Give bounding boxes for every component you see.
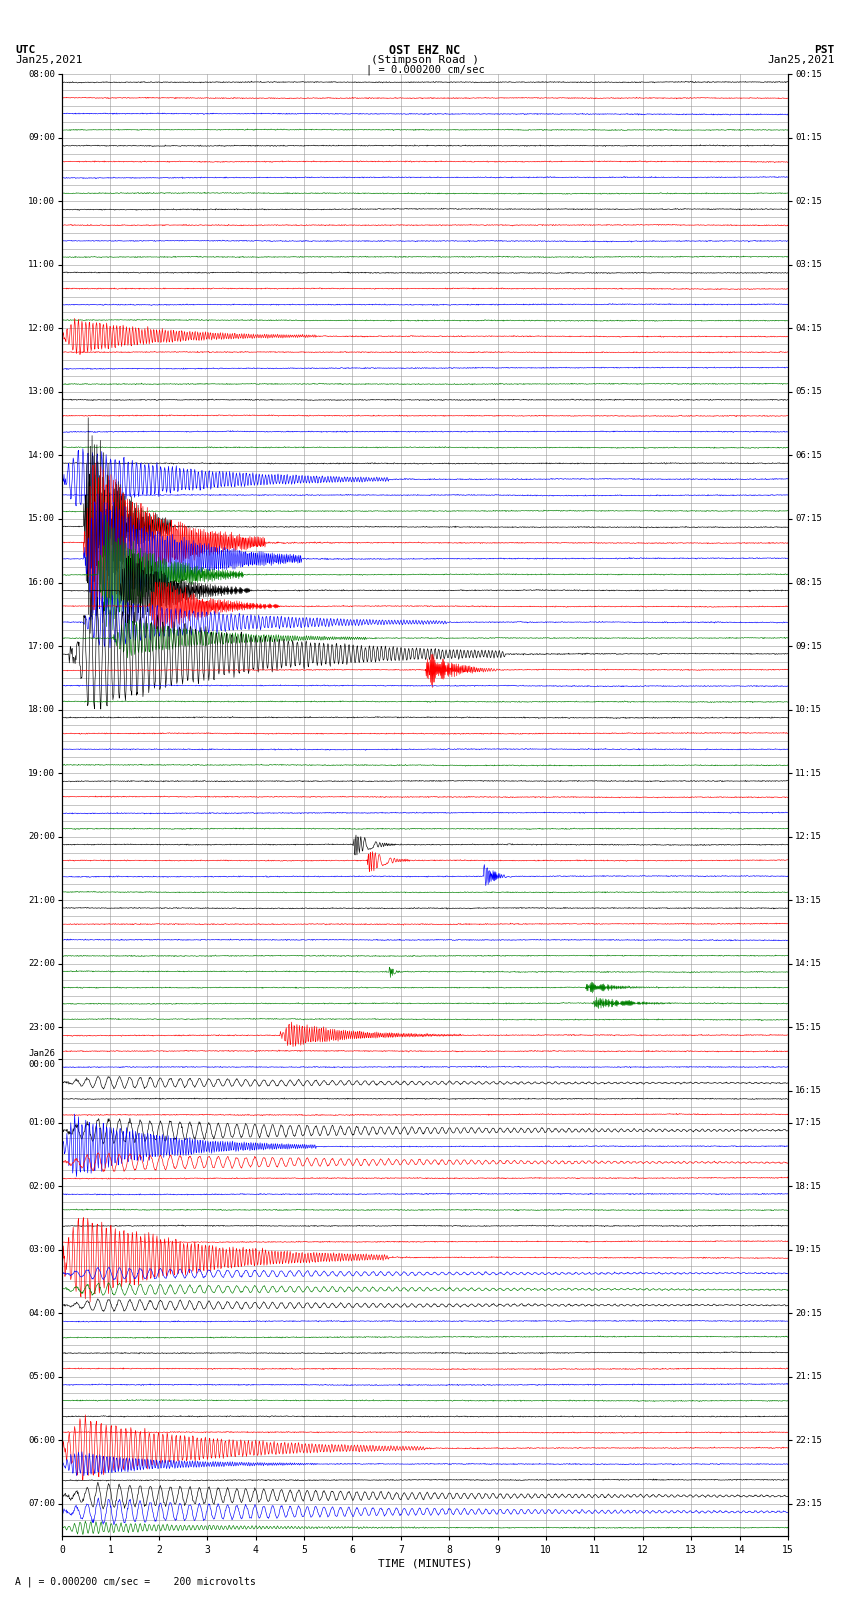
Text: A | = 0.000200 cm/sec =    200 microvolts: A | = 0.000200 cm/sec = 200 microvolts [15,1576,256,1587]
X-axis label: TIME (MINUTES): TIME (MINUTES) [377,1558,473,1569]
Text: (Stimpson Road ): (Stimpson Road ) [371,55,479,65]
Text: | = 0.000200 cm/sec: | = 0.000200 cm/sec [366,65,484,76]
Text: Jan25,2021: Jan25,2021 [15,55,82,65]
Text: OST EHZ NC: OST EHZ NC [389,44,461,58]
Text: Jan25,2021: Jan25,2021 [768,55,835,65]
Text: UTC: UTC [15,45,36,55]
Text: PST: PST [814,45,835,55]
